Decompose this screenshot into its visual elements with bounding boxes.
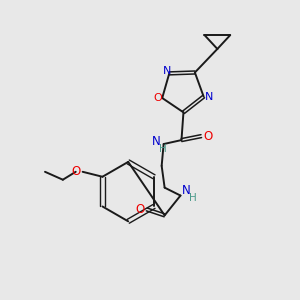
Text: N: N <box>152 135 161 148</box>
Text: O: O <box>71 165 80 178</box>
Text: O: O <box>135 203 145 216</box>
Text: H: H <box>190 193 197 202</box>
Text: O: O <box>153 93 162 103</box>
Text: N: N <box>182 184 191 197</box>
Text: N: N <box>163 66 172 76</box>
Text: N: N <box>204 92 213 102</box>
Text: O: O <box>204 130 213 142</box>
Text: H: H <box>159 144 167 154</box>
